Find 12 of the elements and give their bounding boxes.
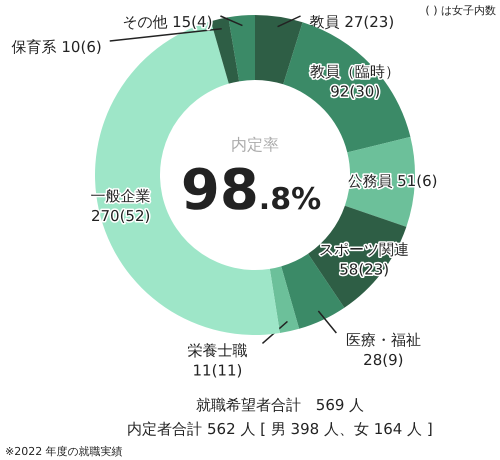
annotation: 就職希望者合計 569 人 bbox=[196, 396, 364, 414]
annotation: 内定者合計 562 人 [ 男 398 人、女 164 人 ] bbox=[127, 420, 433, 438]
annotation: ( ) は女子内数 bbox=[425, 4, 496, 17]
annotation: ※2022 年度の就職実績 bbox=[5, 445, 123, 458]
slice-label: その他 15(4) bbox=[122, 13, 212, 31]
text: 内定率 bbox=[231, 135, 279, 154]
slice-label: 医療・福祉 bbox=[346, 330, 421, 349]
slice-label: 栄養士職 bbox=[187, 341, 248, 360]
text: 98.8% bbox=[180, 158, 322, 223]
slice-label: 保育系 10(6) bbox=[12, 38, 102, 56]
data-label: 28(9) bbox=[363, 350, 404, 369]
data-label: 11(11) bbox=[192, 361, 242, 380]
